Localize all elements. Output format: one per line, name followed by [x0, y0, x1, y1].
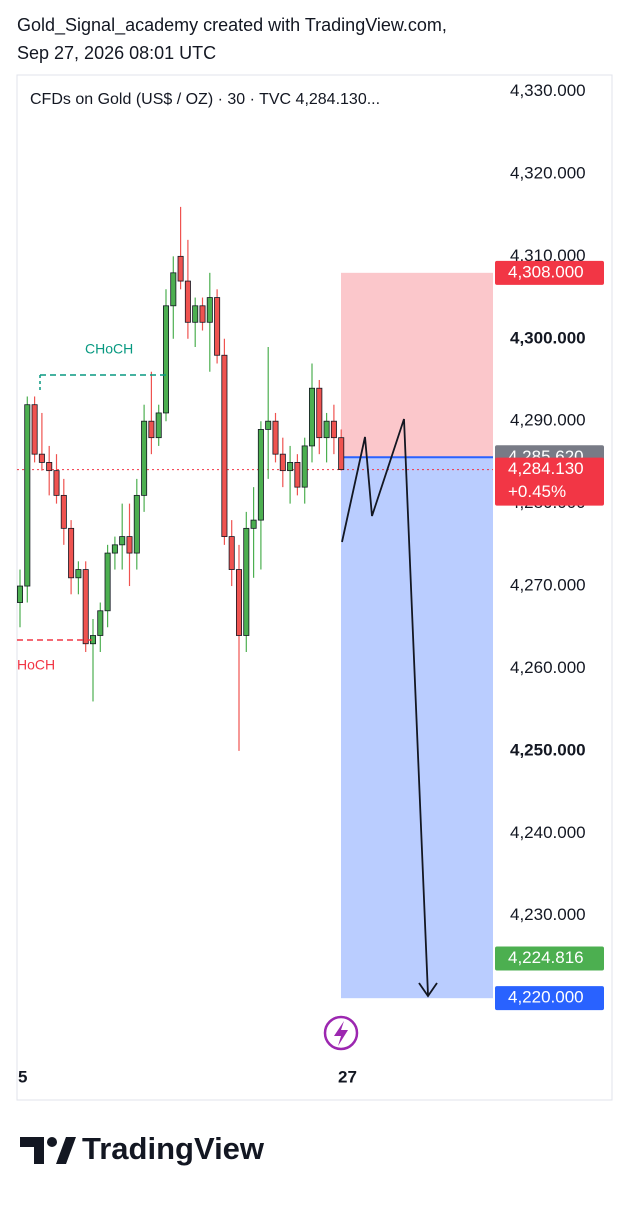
y-tick-label: 4,300.000 [510, 328, 586, 347]
y-tick-label: 4,330.000 [510, 81, 586, 100]
candle-body [104, 552, 111, 612]
candle-body [60, 494, 67, 529]
candle-body [235, 569, 242, 636]
candle-body [257, 429, 264, 521]
candle-body [24, 404, 31, 587]
candle-body [330, 420, 337, 439]
y-tick-label: 4,320.000 [510, 163, 586, 182]
candle-body [228, 536, 235, 570]
candle-body [301, 445, 308, 488]
y-tick-label: 4,230.000 [510, 905, 586, 924]
y-tick-label: 4,310.000 [510, 246, 586, 265]
y-tick-label: 4,250.000 [510, 740, 586, 759]
candle-body [177, 255, 184, 282]
candle-body [279, 453, 286, 472]
candle-body [184, 280, 191, 323]
candle-body [68, 527, 75, 579]
candle-body [250, 519, 257, 529]
price-tag [495, 986, 604, 1011]
candle-body [338, 437, 345, 470]
candle-body [53, 470, 60, 496]
x-tick-label: 27 [338, 1067, 357, 1086]
candle-body [148, 420, 155, 439]
candle-body [16, 585, 23, 603]
candle-body [294, 462, 301, 488]
candle-body [82, 569, 89, 645]
x-tick-label: 5 [18, 1067, 27, 1086]
brand: TradingView [82, 1131, 265, 1166]
price-tag [495, 260, 604, 285]
candle-body [75, 569, 82, 579]
candle-body [162, 305, 169, 414]
candle-body [155, 412, 162, 439]
candle-body [243, 527, 250, 636]
hoch-label: HoCH [17, 657, 55, 673]
candle-body [199, 305, 206, 323]
candle-body [133, 494, 140, 554]
candle-body [214, 297, 221, 356]
price-tag [495, 946, 604, 971]
price-tag-label: 4,224.816 [508, 948, 584, 967]
candle-body [141, 420, 148, 496]
y-tick-label: 4,260.000 [510, 658, 586, 677]
change-label: +0.45% [508, 482, 566, 501]
candle-body [38, 453, 45, 463]
price-tag [495, 457, 604, 506]
logo [56, 1137, 76, 1164]
candle-body [316, 387, 323, 439]
candle-body [126, 536, 133, 554]
candle-body [192, 305, 199, 323]
y-tick-label: 4,270.000 [510, 576, 586, 595]
header-line: Sep 27, 2026 08:01 UTC [17, 43, 216, 63]
candle-body [308, 387, 315, 447]
header-line: Gold_Signal_academy created with Trading… [17, 15, 447, 36]
candle-body [111, 544, 118, 554]
price-tag-label: 4,308.000 [508, 262, 584, 281]
choch-label: CHoCH [85, 341, 133, 357]
candle-body [170, 272, 177, 307]
candle-body [323, 420, 330, 439]
chart-frame [16, 74, 613, 1101]
lightning-bolt [334, 1021, 348, 1046]
candle-body [97, 610, 104, 636]
candle-body [31, 404, 38, 455]
candle-body [272, 420, 279, 455]
logo [47, 1137, 57, 1147]
stop-zone [341, 272, 493, 458]
y-tick-label: 4,240.000 [510, 823, 586, 842]
logo [20, 1137, 44, 1164]
candle-body [221, 354, 228, 537]
overlay: 4,308.0004,285.6204,284.130+0.45%4,224.8… [495, 260, 604, 1011]
chart-title: CFDs on Gold (US$ / OZ) · 30 · TVC 4,284… [30, 91, 380, 108]
candle-body [206, 297, 213, 323]
candle-body [46, 462, 53, 472]
arrow-head [418, 982, 438, 998]
projection-path [341, 418, 429, 996]
candle-body [287, 462, 294, 472]
price-tag-label: 4,220.000 [508, 988, 584, 1007]
candle-body [265, 420, 272, 430]
candle-body [119, 536, 126, 546]
price-tag-label: 4,284.130 [508, 459, 584, 478]
y-tick-label: 4,290.000 [510, 411, 586, 430]
